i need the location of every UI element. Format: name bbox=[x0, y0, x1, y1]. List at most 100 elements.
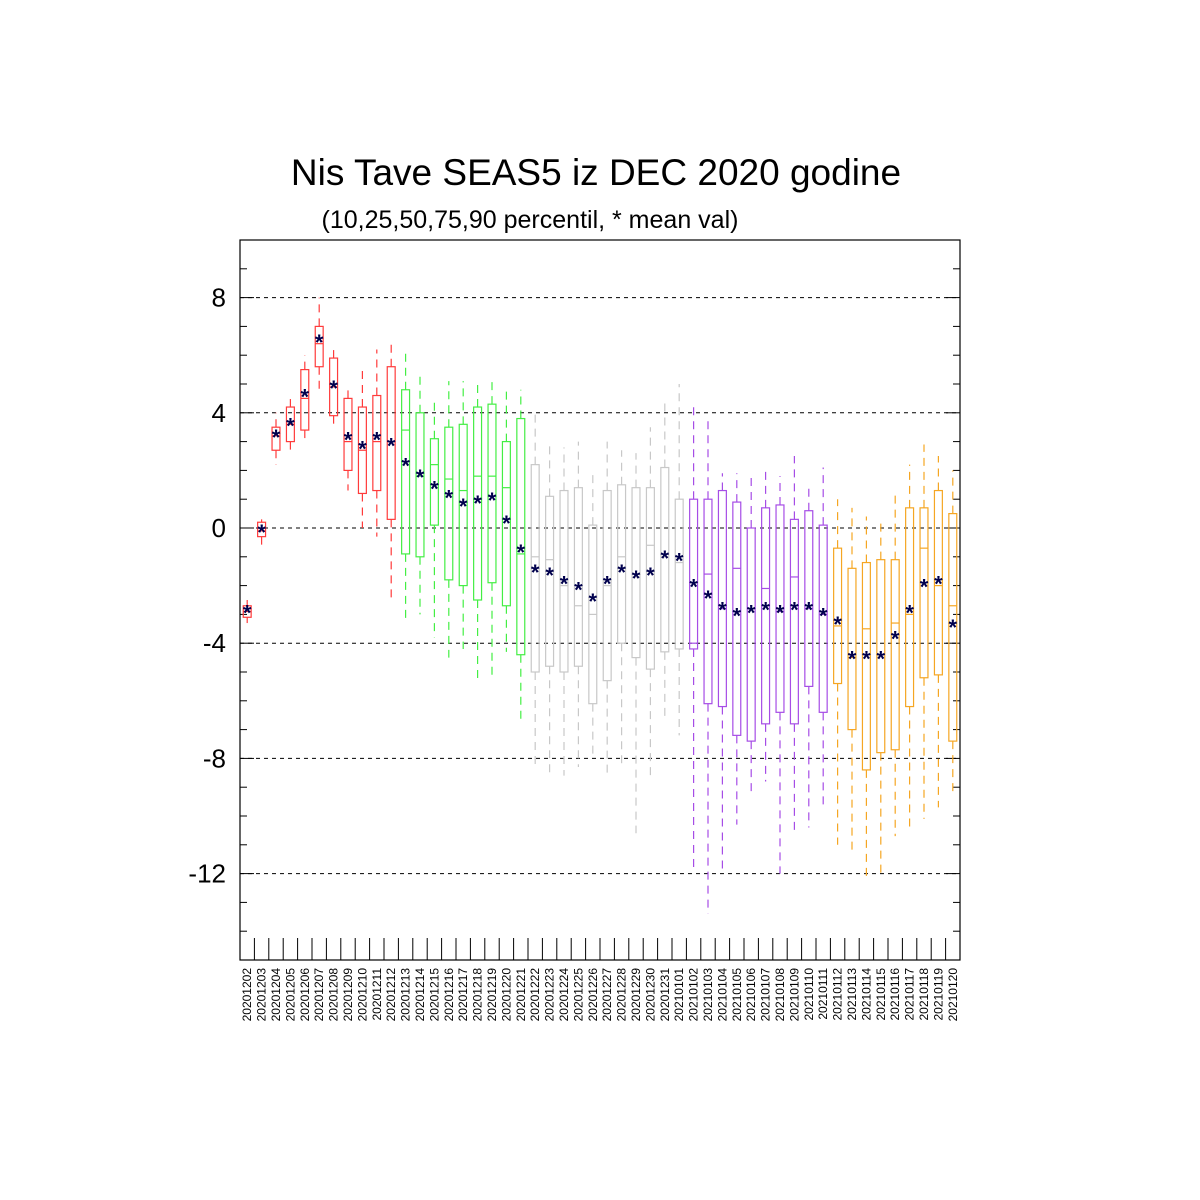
mean-marker: * bbox=[891, 626, 900, 651]
x-tick-label: 20210116 bbox=[888, 968, 902, 1021]
y-tick-label: 0 bbox=[212, 513, 226, 543]
x-tick-label: 20201211 bbox=[370, 968, 384, 1021]
mean-marker: * bbox=[315, 330, 324, 355]
mean-marker: * bbox=[344, 428, 353, 453]
x-tick-label: 20201218 bbox=[471, 968, 485, 1022]
mean-marker: * bbox=[459, 494, 468, 519]
mean-marker: * bbox=[445, 485, 454, 510]
x-tick-label: 20201214 bbox=[413, 968, 427, 1022]
mean-marker: * bbox=[920, 575, 929, 600]
box bbox=[429, 438, 439, 526]
box bbox=[573, 487, 583, 667]
mean-marker: * bbox=[661, 546, 670, 571]
mean-marker: * bbox=[689, 575, 698, 600]
box bbox=[516, 417, 526, 656]
box bbox=[703, 498, 713, 705]
mean-marker: * bbox=[776, 601, 785, 626]
chart-subtitle: (10,25,50,75,90 percentil, * mean val) bbox=[322, 206, 739, 234]
mean-marker: * bbox=[401, 454, 410, 479]
box bbox=[401, 389, 411, 555]
x-tick-label: 20201216 bbox=[442, 968, 456, 1022]
x-tick-label: 20210113 bbox=[845, 968, 859, 1021]
x-tick-label: 20201217 bbox=[456, 968, 470, 1022]
x-tick-label: 20201205 bbox=[283, 968, 297, 1022]
box bbox=[617, 484, 627, 644]
box bbox=[271, 426, 281, 451]
x-tick-label: 20201204 bbox=[269, 968, 283, 1022]
mean-marker: * bbox=[473, 491, 482, 516]
mean-marker: * bbox=[632, 566, 641, 591]
x-tick-label: 20210102 bbox=[687, 968, 701, 1022]
box bbox=[746, 527, 756, 742]
x-tick-label: 20210103 bbox=[701, 968, 715, 1022]
mean-marker: * bbox=[574, 577, 583, 602]
mean-marker: * bbox=[517, 540, 526, 565]
mean-marker: * bbox=[243, 601, 252, 626]
x-tick-label: 20210104 bbox=[715, 968, 729, 1022]
box bbox=[415, 412, 425, 558]
box bbox=[948, 512, 958, 742]
mean-marker: * bbox=[761, 598, 770, 623]
x-tick-label: 20210120 bbox=[946, 968, 960, 1022]
grid-lines bbox=[240, 297, 960, 875]
x-tick-label: 20201229 bbox=[629, 968, 643, 1022]
mean-marker: * bbox=[560, 572, 569, 597]
mean-marker: * bbox=[862, 647, 871, 672]
x-tick-label: 20210119 bbox=[931, 968, 945, 1021]
x-tick-label: 20210108 bbox=[773, 968, 787, 1022]
mean-marker: * bbox=[949, 615, 958, 640]
mean-marker: * bbox=[329, 376, 338, 401]
mean-marker: * bbox=[545, 563, 554, 588]
mean-marker: * bbox=[617, 560, 626, 585]
mean-marker: * bbox=[877, 647, 886, 672]
x-tick-label: 20201215 bbox=[427, 968, 441, 1022]
box bbox=[876, 559, 886, 754]
mean-marker: * bbox=[416, 465, 425, 490]
x-tick-label: 20201223 bbox=[543, 968, 557, 1022]
mean-marker: * bbox=[358, 436, 367, 461]
x-tick-label: 20201219 bbox=[485, 968, 499, 1022]
y-tick-label: -4 bbox=[203, 628, 226, 658]
mean-marker: * bbox=[603, 572, 612, 597]
mean-marker: * bbox=[531, 560, 540, 585]
mean-marker: * bbox=[301, 385, 310, 410]
x-tick-label: 20201208 bbox=[327, 968, 341, 1022]
box bbox=[890, 559, 900, 751]
mean-marker: * bbox=[502, 511, 511, 536]
box bbox=[933, 489, 943, 676]
mean-marker: * bbox=[589, 589, 598, 614]
box bbox=[314, 325, 324, 368]
box bbox=[631, 487, 641, 659]
box bbox=[501, 441, 511, 607]
mean-marker: * bbox=[819, 603, 828, 628]
mean-marker: * bbox=[833, 612, 842, 637]
mean-marker: * bbox=[373, 428, 382, 453]
x-tick-label: 20201212 bbox=[384, 968, 398, 1022]
x-tick-label: 20201220 bbox=[499, 968, 513, 1022]
box bbox=[530, 464, 540, 673]
mean-marker: * bbox=[718, 598, 727, 623]
x-tick-label: 20201224 bbox=[557, 968, 571, 1022]
x-tick-label: 20210106 bbox=[744, 968, 758, 1022]
x-tick-label: 20210112 bbox=[831, 968, 845, 1021]
mean-marker: * bbox=[704, 586, 713, 611]
box bbox=[487, 403, 497, 584]
x-tick-label: 20210101 bbox=[672, 968, 686, 1022]
box bbox=[775, 504, 785, 713]
box bbox=[660, 466, 670, 653]
x-tick-label: 20201226 bbox=[586, 968, 600, 1022]
x-tick-label: 20201225 bbox=[571, 968, 585, 1022]
box bbox=[905, 507, 915, 708]
mean-marker: * bbox=[675, 549, 684, 574]
mean-marker: * bbox=[646, 563, 655, 588]
y-tick-label: 4 bbox=[212, 398, 226, 428]
x-tick-label: 20201227 bbox=[600, 968, 614, 1022]
box bbox=[761, 507, 771, 725]
mean-marker: * bbox=[905, 601, 914, 626]
x-tick-label: 20210107 bbox=[759, 968, 773, 1022]
box bbox=[372, 394, 382, 492]
box bbox=[559, 489, 569, 673]
box bbox=[833, 547, 843, 685]
box bbox=[847, 567, 857, 731]
mean-marker: * bbox=[488, 488, 497, 513]
